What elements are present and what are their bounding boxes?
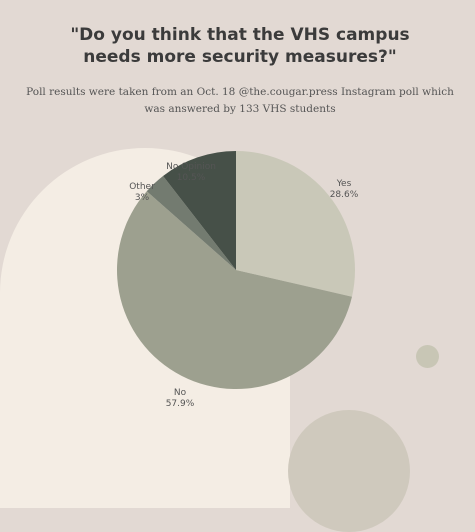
slice-label-other: Other 3% <box>129 182 155 203</box>
slice-labels: Yes 28.6% No 57.9% Other 3% No Opinion 10.5% <box>129 162 359 409</box>
pie-slices <box>117 151 356 389</box>
chart-title: "Do you think that the VHS campus needs … <box>70 25 410 67</box>
pie-chart: Yes 28.6% No 57.9% Other 3% No Opinion 10.5% <box>117 151 359 409</box>
decorative-circle-small <box>416 345 439 368</box>
pie-slice-no-opinion <box>163 151 236 270</box>
slice-label-no: No 57.9% <box>166 388 195 409</box>
poll-description: Poll results were taken from an Oct. 18 … <box>26 86 454 115</box>
slice-label-no-opinion: No Opinion 10.5% <box>166 162 216 183</box>
pie-slice-yes <box>236 151 356 297</box>
pie-slice-no <box>117 191 352 389</box>
pie-slice-other <box>146 175 236 270</box>
slice-label-yes: Yes 28.6% <box>330 179 359 200</box>
